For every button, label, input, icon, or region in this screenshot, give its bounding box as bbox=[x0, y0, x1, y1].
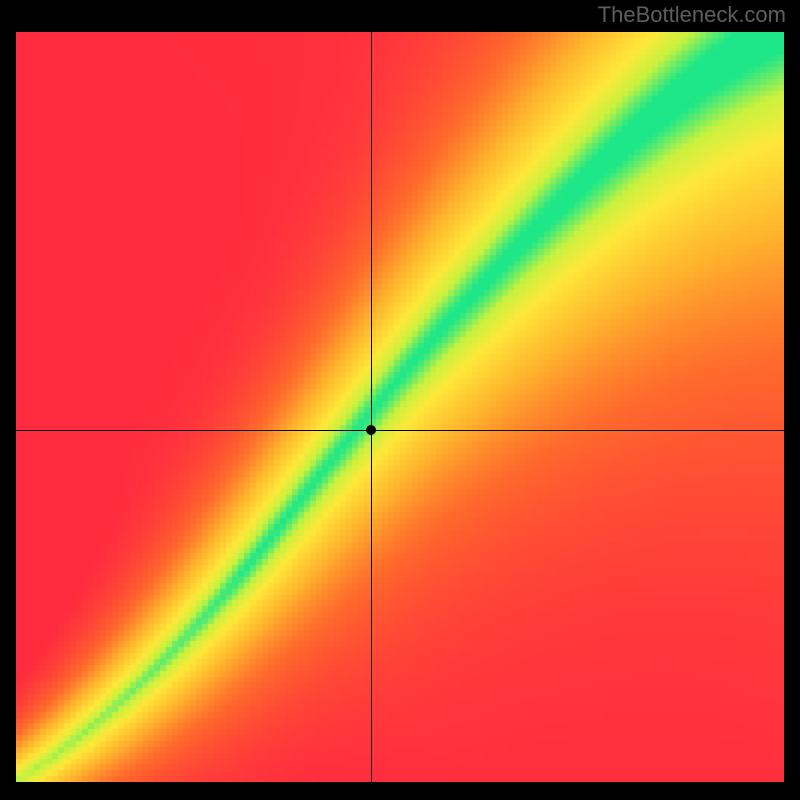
heatmap-plot bbox=[16, 32, 784, 782]
watermark-text: TheBottleneck.com bbox=[598, 2, 786, 28]
crosshair-marker-dot bbox=[366, 425, 376, 435]
crosshair-vertical bbox=[371, 32, 372, 782]
crosshair-horizontal bbox=[16, 430, 784, 431]
heatmap-canvas bbox=[16, 32, 784, 782]
